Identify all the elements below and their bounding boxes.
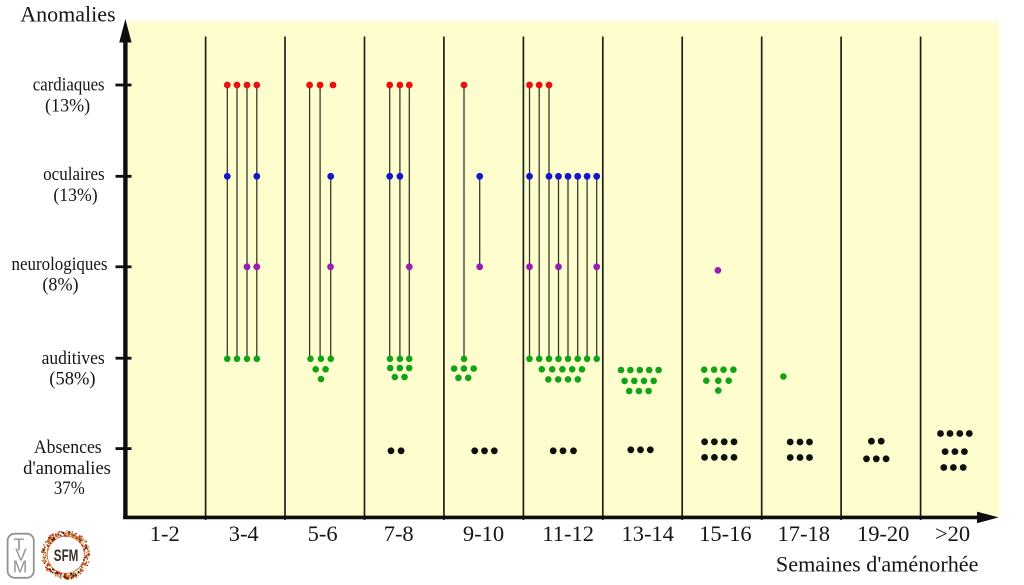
svg-text:d'anomalies: d'anomalies [23,458,111,479]
svg-text:Semaines d'aménorhée: Semaines d'aménorhée [776,552,979,577]
svg-text:13-14: 13-14 [621,521,674,546]
svg-text:9-10: 9-10 [463,521,504,546]
svg-text:oculaires: oculaires [43,164,105,185]
svg-text:5-6: 5-6 [308,521,338,546]
svg-text:11-12: 11-12 [542,521,594,546]
svg-text:7-8: 7-8 [384,521,414,546]
svg-text:M: M [13,557,28,577]
svg-text:Anomalies: Anomalies [20,1,115,26]
svg-text:>20: >20 [935,521,970,546]
svg-text:(13%): (13%) [53,185,97,206]
svg-text:3-4: 3-4 [229,521,259,546]
svg-text:(58%): (58%) [49,369,95,390]
svg-text:1-2: 1-2 [150,521,180,546]
svg-text:37%: 37% [54,478,85,499]
svg-text:neurologiques: neurologiques [12,254,108,275]
svg-text:19-20: 19-20 [857,521,910,546]
svg-text:Absences: Absences [34,437,102,458]
svg-text:(13%): (13%) [45,95,90,116]
svg-text:T: T [14,535,25,555]
svg-text:17-18: 17-18 [778,521,831,546]
svg-text:auditives: auditives [42,348,105,369]
svg-text:SFM: SFM [54,547,79,565]
svg-text:(8%): (8%) [42,275,78,296]
svg-text:15-16: 15-16 [699,521,752,546]
svg-text:V: V [15,545,27,565]
svg-text:cardiaques: cardiaques [33,75,105,96]
